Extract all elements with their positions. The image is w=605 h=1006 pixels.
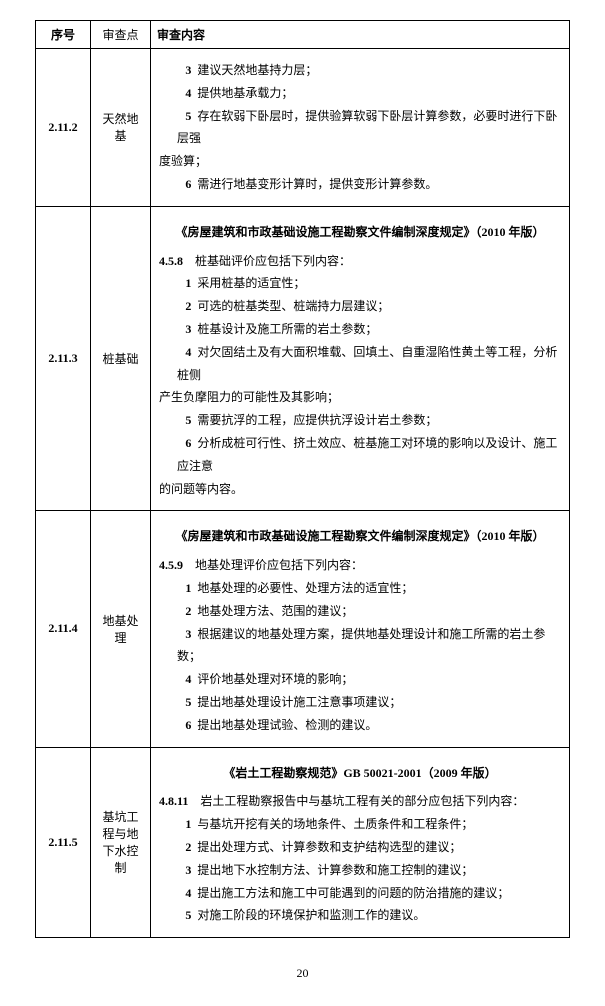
- content-cont: 的问题等内容。: [159, 478, 561, 501]
- row-point: 基坑工程与地下水控制: [91, 747, 151, 938]
- page-number: 20: [35, 966, 570, 981]
- reg-title: 《房屋建筑和市政基础设施工程勘察文件编制深度规定》（2010 年版）: [159, 525, 561, 548]
- content-item: 1与基坑开挖有关的场地条件、土质条件和工程条件；: [159, 813, 561, 836]
- content-item: 2可选的桩基类型、桩端持力层建议；: [159, 295, 561, 318]
- table-row: 2.11.2天然地基3建议天然地基持力层；4提供地基承载力；5存在软弱下卧层时，…: [36, 49, 570, 207]
- content-item: 3提出地下水控制方法、计算参数和施工控制的建议；: [159, 859, 561, 882]
- row-content: 《房屋建筑和市政基础设施工程勘察文件编制深度规定》（2010 年版） 4.5.8 …: [151, 206, 570, 511]
- content-cont: 度验算；: [159, 150, 561, 173]
- review-table: 序号 审查点 审查内容 2.11.2天然地基3建议天然地基持力层；4提供地基承载…: [35, 20, 570, 938]
- content-item: 5需要抗浮的工程，应提供抗浮设计岩土参数；: [159, 409, 561, 432]
- header-content: 审查内容: [151, 21, 570, 49]
- row-point: 天然地基: [91, 49, 151, 207]
- reg-title: 《岩土工程勘察规范》GB 50021-2001（2009 年版）: [159, 762, 561, 785]
- row-content: 3建议天然地基持力层；4提供地基承载力；5存在软弱下卧层时，提供验算软弱下卧层计…: [151, 49, 570, 207]
- content-item: 2地基处理方法、范围的建议；: [159, 600, 561, 623]
- reg-title: 《房屋建筑和市政基础设施工程勘察文件编制深度规定》（2010 年版）: [159, 221, 561, 244]
- content-item: 1地基处理的必要性、处理方法的适宜性；: [159, 577, 561, 600]
- row-content: 《房屋建筑和市政基础设施工程勘察文件编制深度规定》（2010 年版） 4.5.9 …: [151, 511, 570, 747]
- content-item: 4提出施工方法和施工中可能遇到的问题的防治措施的建议；: [159, 882, 561, 905]
- clause-head: 4.5.8 桩基础评价应包括下列内容：: [159, 250, 561, 273]
- row-num: 2.11.4: [36, 511, 91, 747]
- content-item: 3建议天然地基持力层；: [159, 59, 561, 82]
- content-item: 6提出地基处理试验、检测的建议。: [159, 714, 561, 737]
- content-item: 5提出地基处理设计施工注意事项建议；: [159, 691, 561, 714]
- table-row: 2.11.5基坑工程与地下水控制《岩土工程勘察规范》GB 50021-2001（…: [36, 747, 570, 938]
- header-num: 序号: [36, 21, 91, 49]
- content-item: 6需进行地基变形计算时，提供变形计算参数。: [159, 173, 561, 196]
- content-item: 6分析成桩可行性、挤土效应、桩基施工对环境的影响以及设计、施工应注意: [159, 432, 561, 478]
- header-point: 审查点: [91, 21, 151, 49]
- row-point: 桩基础: [91, 206, 151, 511]
- row-num: 2.11.2: [36, 49, 91, 207]
- row-num: 2.11.5: [36, 747, 91, 938]
- content-item: 5存在软弱下卧层时，提供验算软弱下卧层计算参数，必要时进行下卧层强: [159, 105, 561, 151]
- content-cont: 产生负摩阻力的可能性及其影响；: [159, 386, 561, 409]
- content-item: 3桩基设计及施工所需的岩土参数；: [159, 318, 561, 341]
- content-item: 5对施工阶段的环境保护和监测工作的建议。: [159, 904, 561, 927]
- clause-head: 4.5.9 地基处理评价应包括下列内容：: [159, 554, 561, 577]
- content-item: 3根据建议的地基处理方案，提供地基处理设计和施工所需的岩土参数；: [159, 623, 561, 669]
- table-row: 2.11.3桩基础《房屋建筑和市政基础设施工程勘察文件编制深度规定》（2010 …: [36, 206, 570, 511]
- row-num: 2.11.3: [36, 206, 91, 511]
- content-item: 1采用桩基的适宜性；: [159, 272, 561, 295]
- clause-head: 4.8.11 岩土工程勘察报告中与基坑工程有关的部分应包括下列内容：: [159, 790, 561, 813]
- content-item: 4提供地基承载力；: [159, 82, 561, 105]
- content-item: 4对欠固结土及有大面积堆载、回填土、自重湿陷性黄土等工程，分析桩侧: [159, 341, 561, 387]
- row-content: 《岩土工程勘察规范》GB 50021-2001（2009 年版） 4.8.11 岩…: [151, 747, 570, 938]
- row-point: 地基处理: [91, 511, 151, 747]
- content-item: 4评价地基处理对环境的影响；: [159, 668, 561, 691]
- table-row: 2.11.4地基处理《房屋建筑和市政基础设施工程勘察文件编制深度规定》（2010…: [36, 511, 570, 747]
- content-item: 2提出处理方式、计算参数和支护结构选型的建议；: [159, 836, 561, 859]
